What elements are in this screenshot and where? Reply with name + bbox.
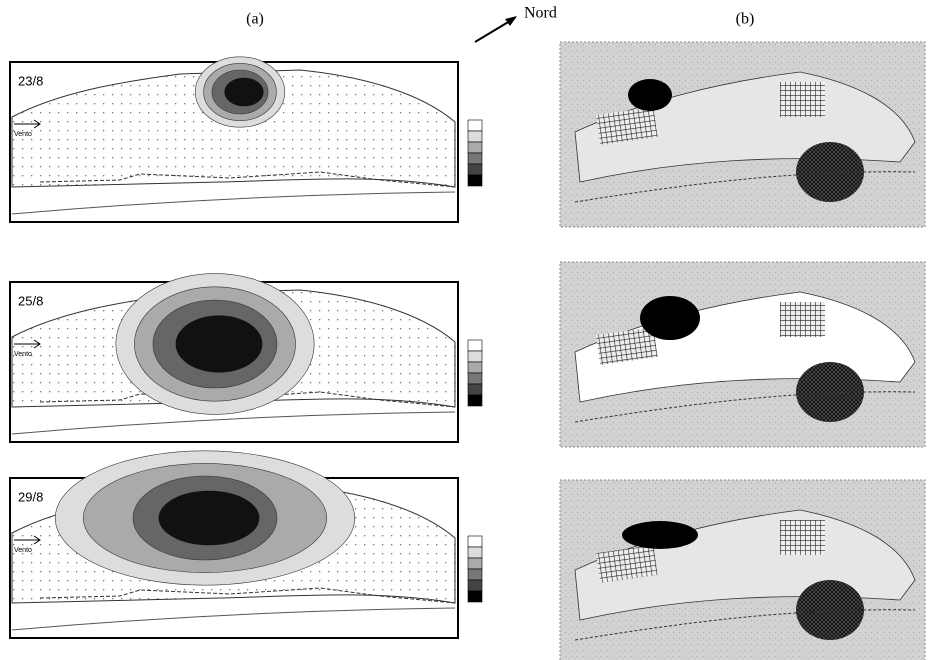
- north-label: Nord: [524, 5, 557, 22]
- date-label: 23/8: [18, 73, 43, 88]
- legend-swatch: [468, 558, 482, 569]
- legend-swatch: [468, 373, 482, 384]
- fish-farm: [780, 302, 825, 337]
- observed-spot: [640, 296, 700, 340]
- legend-swatch: [468, 536, 482, 547]
- fish-farm: [780, 82, 825, 117]
- label-b: (b): [736, 11, 755, 28]
- legend-swatch: [468, 164, 482, 175]
- legend-swatch: [468, 384, 482, 395]
- legend-swatch: [468, 547, 482, 558]
- label-a: (a): [246, 11, 264, 28]
- legend-swatch: [468, 362, 482, 373]
- figure: (a) (b) Nord 23/8 Vento 25/8 Vento 29/8 Vento: [0, 0, 929, 660]
- observed-spot: [622, 521, 698, 549]
- panel: 29/8 Vento: [10, 451, 925, 660]
- legend-swatch: [468, 340, 482, 351]
- date-label: 25/8: [18, 293, 43, 308]
- wind-label: Vento: [14, 131, 32, 138]
- legend-swatch: [468, 153, 482, 164]
- legend-swatch: [468, 580, 482, 591]
- legend-swatch: [468, 142, 482, 153]
- legend-swatch: [468, 175, 482, 186]
- north-arrow: [475, 16, 517, 42]
- concentration-core: [159, 491, 260, 546]
- legend-swatch: [468, 591, 482, 602]
- panels: 23/8 Vento 25/8 Vento 29/8 Vento: [10, 42, 925, 660]
- wind-label: Vento: [14, 547, 32, 554]
- fish-farm: [780, 520, 825, 555]
- legend-swatch: [468, 131, 482, 142]
- wind-label: Vento: [14, 351, 32, 358]
- concentration-core: [224, 78, 263, 107]
- observed-spot: [628, 79, 672, 111]
- panel: 23/8 Vento: [10, 42, 925, 227]
- legend-swatch: [468, 351, 482, 362]
- panel: 25/8 Vento: [10, 262, 925, 447]
- date-label: 29/8: [18, 489, 43, 504]
- concentration-core: [176, 315, 263, 372]
- legend-swatch: [468, 120, 482, 131]
- legend-swatch: [468, 569, 482, 580]
- legend-swatch: [468, 395, 482, 406]
